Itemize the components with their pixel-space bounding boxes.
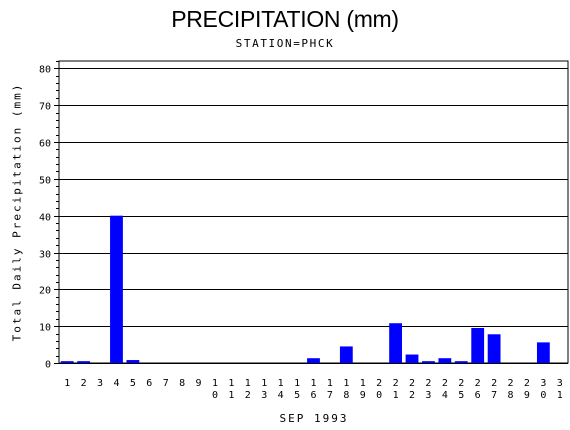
bar-day-16 <box>307 358 320 363</box>
x-tick-label-20-digit-1: 2 <box>376 378 382 389</box>
x-tick-label-6: 6 <box>146 378 152 389</box>
x-tick-label-29-digit-1: 2 <box>524 378 530 389</box>
bar-day-27 <box>487 334 501 363</box>
x-tick-label-19-digit-1: 1 <box>360 378 366 389</box>
x-tick-label-12-digit-1: 1 <box>245 378 251 389</box>
x-tick-label-31-digit-2: 1 <box>557 390 563 401</box>
x-tick-label-8: 8 <box>179 378 185 389</box>
x-tick-label-4: 4 <box>113 378 119 389</box>
x-tick-label-14-digit-1: 1 <box>278 378 284 389</box>
x-tick-label-25-digit-1: 2 <box>458 378 464 389</box>
x-tick-label-26-digit-2: 6 <box>475 390 481 401</box>
x-tick-label-19-digit-2: 9 <box>360 390 366 401</box>
x-tick-label-24-digit-1: 2 <box>442 378 448 389</box>
x-tick-label-11-digit-1: 1 <box>228 378 234 389</box>
x-tick-label-12-digit-2: 2 <box>245 390 251 401</box>
bar-day-25 <box>454 361 468 363</box>
x-tick-label-10-digit-1: 1 <box>212 378 218 389</box>
x-tick-label-16-digit-2: 6 <box>310 390 316 401</box>
x-tick-label-24-digit-2: 4 <box>442 390 448 401</box>
x-tick-label-18-digit-2: 8 <box>343 390 349 401</box>
bar-day-22 <box>405 354 419 363</box>
x-tick-label-25-digit-2: 5 <box>458 390 464 401</box>
x-tick-label-27-digit-2: 7 <box>491 390 497 401</box>
x-tick-label-27-digit-1: 2 <box>491 378 497 389</box>
y-tick-label-50: 50 <box>39 176 51 187</box>
x-tick-label-16-digit-1: 1 <box>310 378 316 389</box>
x-tick-label-21-digit-2: 1 <box>393 390 399 401</box>
bar-day-1 <box>60 361 74 363</box>
y-tick-label-70: 70 <box>39 102 51 113</box>
x-tick-label-15-digit-1: 1 <box>294 378 300 389</box>
chart-subtitle: STATION=PHCK <box>235 37 335 50</box>
y-tick-label-20: 20 <box>39 286 51 297</box>
bar-day-26 <box>471 328 485 363</box>
x-tick-label-31-digit-1: 3 <box>557 378 563 389</box>
x-tick-label-17-digit-2: 7 <box>327 390 333 401</box>
x-tick-label-22-digit-1: 2 <box>409 378 415 389</box>
x-tick-label-22-digit-2: 2 <box>409 390 415 401</box>
y-tick-label-0: 0 <box>45 360 51 371</box>
x-tick-label-3: 3 <box>97 378 103 389</box>
x-tick-label-29-digit-2: 9 <box>524 390 530 401</box>
x-tick-label-26-digit-1: 2 <box>475 378 481 389</box>
x-tick-label-9: 9 <box>196 378 202 389</box>
x-tick-label-7: 7 <box>163 378 169 389</box>
x-tick-label-1: 1 <box>64 378 70 389</box>
x-tick-label-30-digit-2: 0 <box>540 390 546 401</box>
y-tick-label-60: 60 <box>39 139 51 150</box>
x-tick-label-23-digit-1: 2 <box>425 378 431 389</box>
x-axis-label: SEP 1993 <box>279 412 349 425</box>
bar-day-2 <box>77 361 91 363</box>
y-tick-label-10: 10 <box>39 323 51 334</box>
x-tick-label-15-digit-2: 5 <box>294 390 300 401</box>
x-tick-label-30-digit-1: 3 <box>540 378 546 389</box>
bar-day-24 <box>438 358 452 363</box>
y-tick-label-80: 80 <box>39 65 51 76</box>
x-tick-label-18-digit-1: 1 <box>343 378 349 389</box>
x-tick-label-21-digit-1: 2 <box>393 378 399 389</box>
x-tick-label-2: 2 <box>81 378 87 389</box>
bar-day-23 <box>422 361 435 363</box>
bar-day-5 <box>126 360 140 363</box>
x-tick-label-28-digit-2: 8 <box>508 390 514 401</box>
x-tick-label-11-digit-2: 1 <box>228 390 234 401</box>
x-tick-label-17-digit-1: 1 <box>327 378 333 389</box>
y-tick-label-30: 30 <box>39 250 51 261</box>
x-tick-label-20-digit-2: 0 <box>376 390 382 401</box>
x-tick-label-13-digit-2: 3 <box>261 390 267 401</box>
plot-frame <box>58 60 569 364</box>
x-tick-label-14-digit-2: 4 <box>278 390 284 401</box>
x-tick-label-10-digit-2: 0 <box>212 390 218 401</box>
bar-day-4 <box>110 215 123 363</box>
x-tick-label-13-digit-1: 1 <box>261 378 267 389</box>
x-tick-label-23-digit-2: 3 <box>425 390 431 401</box>
y-tick-label-40: 40 <box>39 213 51 224</box>
x-tick-label-5: 5 <box>130 378 136 389</box>
chart-title: PRECIPITATION (mm) <box>171 6 399 32</box>
bar-day-21 <box>389 323 403 363</box>
bar-day-18 <box>339 346 353 363</box>
bar-day-30 <box>536 342 550 363</box>
x-tick-label-28-digit-1: 2 <box>508 378 514 389</box>
